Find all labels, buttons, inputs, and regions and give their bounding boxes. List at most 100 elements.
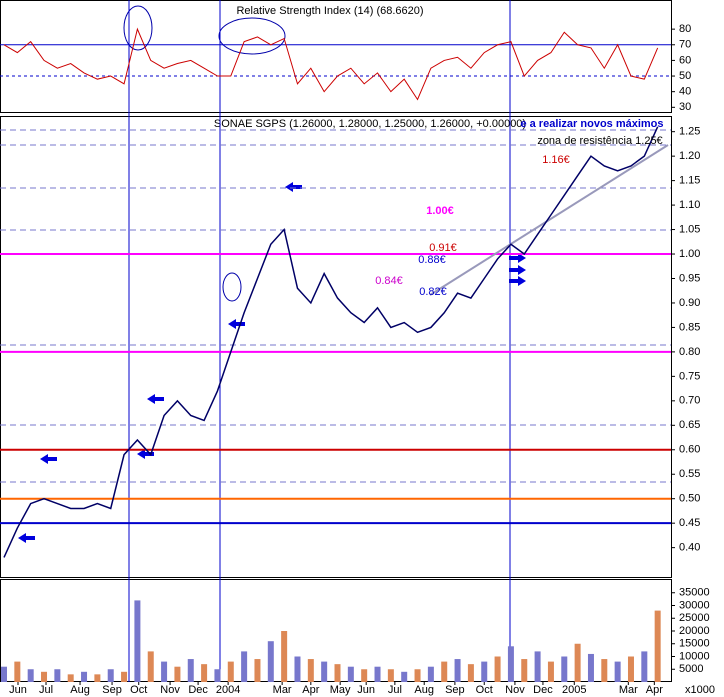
- volume-bar: [187, 659, 194, 682]
- volume-bar: [201, 664, 208, 682]
- x-tick-label: May: [330, 684, 351, 696]
- volume-bar: [214, 669, 221, 682]
- y-tick-label: 50: [679, 70, 691, 82]
- y-tick-label: 30: [679, 101, 691, 113]
- volume-bar: [401, 671, 408, 682]
- x-tick-label: Dec: [188, 684, 208, 696]
- annotation: e a realizar novos máximos: [520, 118, 663, 130]
- y-tick-label: 30000: [679, 599, 710, 611]
- highlight: [218, 17, 286, 55]
- y-tick-label: 1.15: [679, 175, 700, 187]
- y-tick-label: 10000: [679, 650, 710, 662]
- volume-bar: [441, 661, 448, 682]
- volume-bar: [521, 659, 528, 682]
- volume-bar: [147, 651, 154, 682]
- volume-bar: [574, 643, 581, 682]
- annotation: 1.00€: [426, 205, 454, 217]
- y-tick-label: 0.40: [679, 542, 700, 554]
- volume-bar: [427, 666, 434, 682]
- y-tick-label: 1.00: [679, 248, 700, 260]
- x-tick-label: Apr: [302, 684, 319, 696]
- y-tick-label: 0.85: [679, 321, 700, 333]
- volume-bar: [414, 669, 421, 682]
- volume-bar: [321, 661, 328, 682]
- annotation: 0.91€: [429, 242, 457, 254]
- x-tick-label: Dec: [533, 684, 553, 696]
- volume-bar: [454, 659, 461, 682]
- volume-bar: [494, 656, 501, 682]
- rsi-frame: [0, 0, 672, 113]
- volume-bar: [614, 661, 621, 682]
- annotation: 0.84€: [375, 275, 403, 287]
- volume-bar: [241, 651, 248, 682]
- price-line: [3, 126, 659, 558]
- x-tick-label: Jun: [9, 684, 27, 696]
- x-tick-label: Oct: [130, 684, 147, 696]
- trend-line: [429, 144, 669, 296]
- volume-bar: [281, 631, 288, 682]
- x-tick-label: Nov: [160, 684, 180, 696]
- volume-bar: [134, 600, 141, 682]
- volume-bar: [254, 659, 261, 682]
- y-tick-label: 70: [679, 39, 691, 51]
- y-tick-label: 0.50: [679, 493, 700, 505]
- y-tick-label: 0.80: [679, 346, 700, 358]
- y-tick-label: 1.20: [679, 150, 700, 162]
- highlight: [222, 272, 242, 302]
- volume-bar: [227, 661, 234, 682]
- y-tick-label: 20000: [679, 625, 710, 637]
- volume-unit: x1000: [685, 684, 715, 696]
- y-tick-label: 0.70: [679, 395, 700, 407]
- y-tick-label: 0.65: [679, 419, 700, 431]
- y-tick-label: 1.25: [679, 126, 700, 138]
- volume-bar: [41, 671, 48, 682]
- volume-bar: [601, 659, 608, 682]
- y-tick-label: 0.90: [679, 297, 700, 309]
- volume-bar: [267, 641, 274, 682]
- x-tick-label: 2004: [216, 684, 240, 696]
- annotation: zona de resistência 1.25€: [537, 135, 662, 147]
- rsi-line: [3, 27, 659, 101]
- volume-bar: [294, 656, 301, 682]
- volume-bar: [27, 669, 34, 682]
- y-tick-label: 80: [679, 23, 691, 35]
- price-title: SONAE SGPS (1.26000, 1.28000, 1.25000, 1…: [214, 118, 526, 130]
- volume-bar: [67, 674, 74, 682]
- rsi-title: Relative Strength Index (14) (68.6620): [236, 5, 423, 17]
- volume-bar: [307, 659, 314, 682]
- annotation: 1.16€: [542, 154, 570, 166]
- volume-bar: [14, 661, 21, 682]
- volume-bar: [561, 656, 568, 682]
- volume-bar: [387, 669, 394, 682]
- volume-bar: [641, 651, 648, 682]
- x-tick-label: Mar: [619, 684, 638, 696]
- y-tick-label: 15000: [679, 638, 710, 650]
- volume-bar: [547, 661, 554, 682]
- x-tick-label: 2005: [562, 684, 586, 696]
- y-tick-label: 1.05: [679, 223, 700, 235]
- y-tick-label: 0.60: [679, 444, 700, 456]
- volume-bar: [174, 666, 181, 682]
- y-tick-label: 0.55: [679, 468, 700, 480]
- x-tick-label: Jul: [388, 684, 402, 696]
- volume-bar: [1, 666, 7, 682]
- volume-bar: [627, 656, 634, 682]
- volume-bar: [481, 661, 488, 682]
- x-tick-label: Apr: [646, 684, 663, 696]
- x-tick-label: Sep: [445, 684, 465, 696]
- volume-bar: [587, 653, 594, 682]
- price-frame: [0, 116, 672, 578]
- y-tick-label: 5000: [679, 663, 703, 675]
- x-tick-label: Mar: [273, 684, 292, 696]
- volume-bar: [94, 674, 101, 682]
- y-tick-label: 25000: [679, 612, 710, 624]
- volume-bar: [161, 661, 168, 682]
- x-tick-label: Oct: [476, 684, 493, 696]
- volume-bar: [654, 610, 661, 682]
- volume-bar: [334, 664, 341, 682]
- volume-bar: [507, 646, 514, 682]
- y-tick-label: 60: [679, 54, 691, 66]
- y-tick-label: 1.10: [679, 199, 700, 211]
